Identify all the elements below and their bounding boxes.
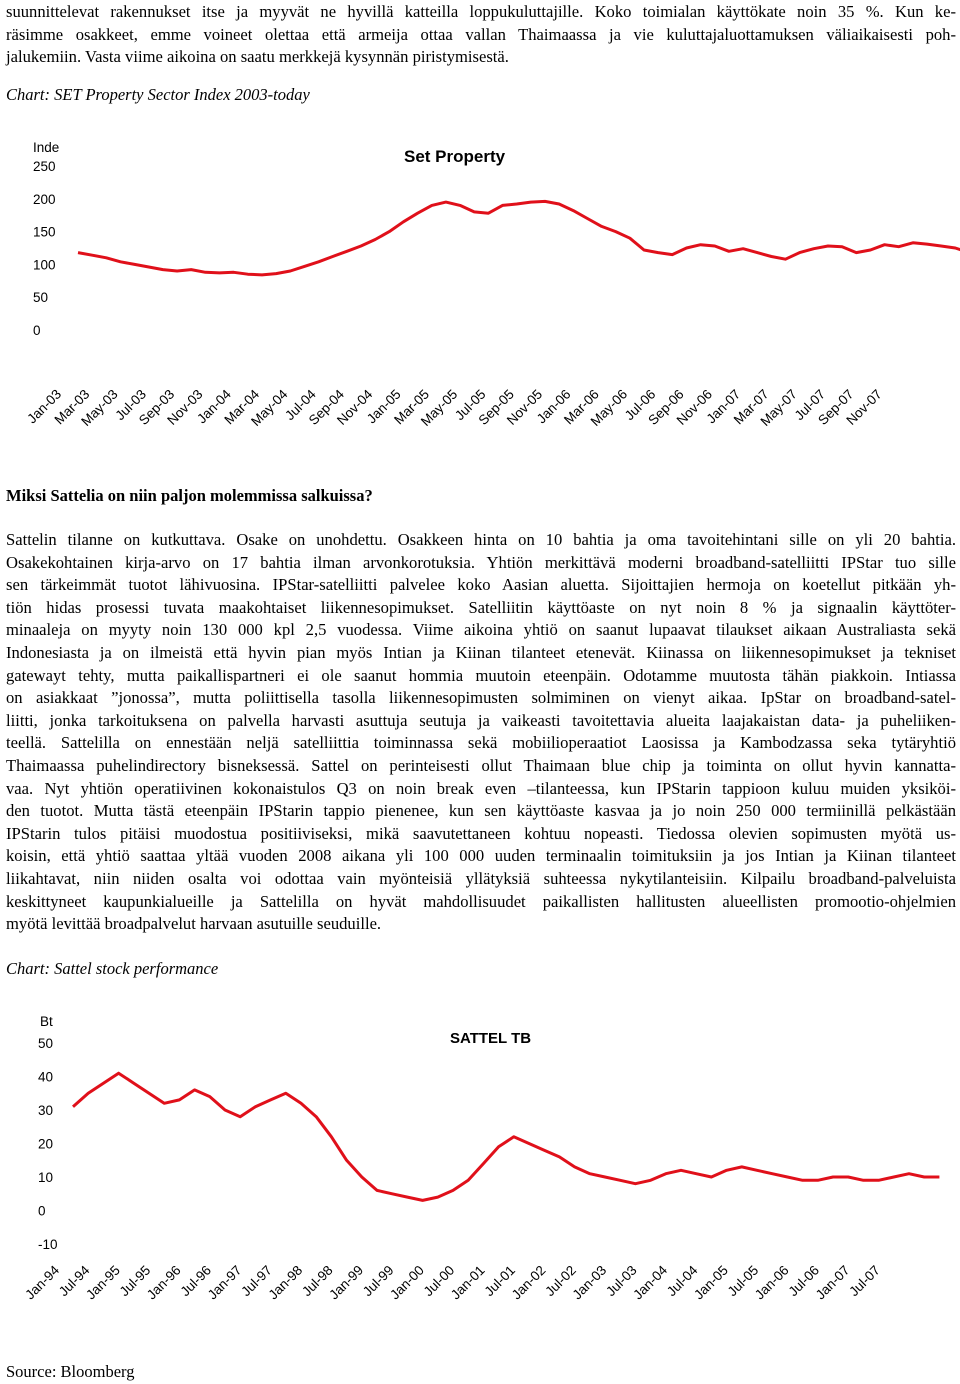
chart1-y-ticks: 250 200 150 100 50 0 <box>33 159 56 338</box>
chart2-x-tick-label: Jan-07 <box>813 1263 853 1303</box>
chart1-caption: Chart: SET Property Sector Index 2003-to… <box>6 85 310 104</box>
chart2-x-ticks: Jan-94Jul-94Jan-95Jul-95Jan-96Jul-96Jan-… <box>22 1262 883 1302</box>
chart1-y-tick-label: 50 <box>33 290 48 305</box>
chart1-y-tick-label: 100 <box>33 257 56 272</box>
body-line: koisin, että yhtiö saattaa yltää vuoden … <box>6 846 956 866</box>
chart1-y-tick-label: 250 <box>33 159 56 174</box>
body-line: minaaleja on myyty noin 130 000 kpl 2,5 … <box>6 620 956 640</box>
body-line: sen tärkeimmät tuotot lähivuosina. IPSta… <box>6 575 956 595</box>
chart2-x-tick-label: Jan-96 <box>144 1263 184 1303</box>
intro-line: räsimme osakkeet, emme voineet olettaa e… <box>6 24 956 44</box>
body-line: teellä. Sattelilla on ennestään neljä sa… <box>6 733 956 753</box>
chart2-x-tick-label: Jan-95 <box>83 1263 123 1303</box>
chart2-x-tick-label: Jan-98 <box>266 1263 306 1303</box>
chart2-x-tick-label: Jan-00 <box>387 1263 427 1303</box>
chart2-title: SATTEL TB <box>450 1030 531 1047</box>
chart1-x-ticks: Jan-03Mar-03May-03Jul-03Sep-03Nov-03Jan-… <box>24 386 884 429</box>
chart2-y-tick-label: 40 <box>38 1070 53 1085</box>
chart1-y-tick-label: 0 <box>33 323 41 338</box>
chart2-x-tick-label: Jan-94 <box>22 1262 62 1302</box>
chart2-y-tick-label: 50 <box>38 1036 53 1051</box>
chart2-x-tick-label: Jan-02 <box>509 1263 549 1303</box>
chart1-title: Set Property <box>404 147 506 166</box>
body-line: liikahtavat, niin niiden osalta voi odot… <box>6 868 956 888</box>
chart2-series-line <box>72 1071 940 1202</box>
intro-paragraph: suunnittelevat rakennukset itse ja myyvä… <box>6 1 956 69</box>
body-line: on asiakkaat ”jonossa”, mutta poliittise… <box>6 688 956 708</box>
chart2-y-tick-label: 30 <box>38 1103 53 1118</box>
chart2-x-tick-label: Jan-01 <box>448 1263 488 1303</box>
body-line: den tuotot. Mutta tästä eteenpäin IPStar… <box>6 801 956 821</box>
body-line: liitti, jonka tarkoituksena on palvella … <box>6 710 956 730</box>
chart2-x-tick-label: Jul-07 <box>846 1263 883 1300</box>
chart2-y-tick-label: 0 <box>38 1204 46 1219</box>
body-line: Sattelin tilanne on kutkuttava. Osake on… <box>6 530 956 549</box>
sattel-stock-chart: Bt SATTEL TB 50 40 30 20 10 0 -10 Jan-94Jul-94… <box>22 1014 940 1302</box>
chart2-x-tick-label: Jan-05 <box>691 1263 731 1303</box>
chart2-x-tick-label: Jan-06 <box>752 1263 792 1303</box>
chart2-y-tick-label: 20 <box>38 1137 53 1152</box>
chart2-ylabel: Bt <box>40 1014 53 1029</box>
chart1-y-tick-label: 150 <box>33 225 56 240</box>
section-heading: Miksi Sattelia on niin paljon molemmissa… <box>6 486 373 505</box>
chart1-series-line <box>77 199 960 277</box>
chart2-y-tick-label: -10 <box>38 1237 58 1252</box>
chart2-x-tick-label: Jan-04 <box>630 1262 670 1302</box>
chart2-y-tick-label: 10 <box>38 1170 53 1185</box>
body-line: Osakekohtainen kirja-arvo on 17 bahtia i… <box>6 552 956 572</box>
chart2-y-ticks: 50 40 30 20 10 0 -10 <box>38 1036 58 1252</box>
body-line: Indonesiasta ja on ilmeistä että hyvin p… <box>6 642 956 662</box>
body-line: IPStarin tulos pitäisi muodostua positii… <box>6 823 956 843</box>
chart1-y-tick-label: 200 <box>33 192 56 207</box>
intro-line: suunnittelevat rakennukset itse ja myyvä… <box>6 2 956 21</box>
chart2-caption: Chart: Sattel stock performance <box>6 959 219 978</box>
body-line: gatewayt tehty, mutta paikallispartneri … <box>6 665 956 685</box>
chart1-ylabel: Inde <box>33 140 59 155</box>
body-line: Thaimaassa puhelindirectory bisneksessä.… <box>6 755 956 775</box>
intro-line: jalukemiin. Vasta viime aikoina on saatu… <box>6 47 509 67</box>
chart2-x-tick-label: Jan-97 <box>205 1263 245 1303</box>
chart2-x-tick-label: Jan-03 <box>570 1263 610 1303</box>
body-line: vaa. Nyt yhtiön operatiivinen kokonaistu… <box>6 778 956 798</box>
set-property-chart: Inde Set Property 250 200 150 100 50 0 Jan-03… <box>24 140 960 429</box>
body-line: myötä levittää broadpalvelut harvaan asu… <box>6 914 382 934</box>
source-note: Source: Bloomberg <box>6 1362 135 1381</box>
body-line: keskittyneet kaupunkialueille ja Satteli… <box>6 891 956 911</box>
body-line: tiön hidas prosessi tuvata maakohtaiset … <box>6 597 956 617</box>
chart2-x-tick-label: Jan-99 <box>326 1263 366 1303</box>
body-paragraph: Sattelin tilanne on kutkuttava. Osake on… <box>6 529 956 936</box>
